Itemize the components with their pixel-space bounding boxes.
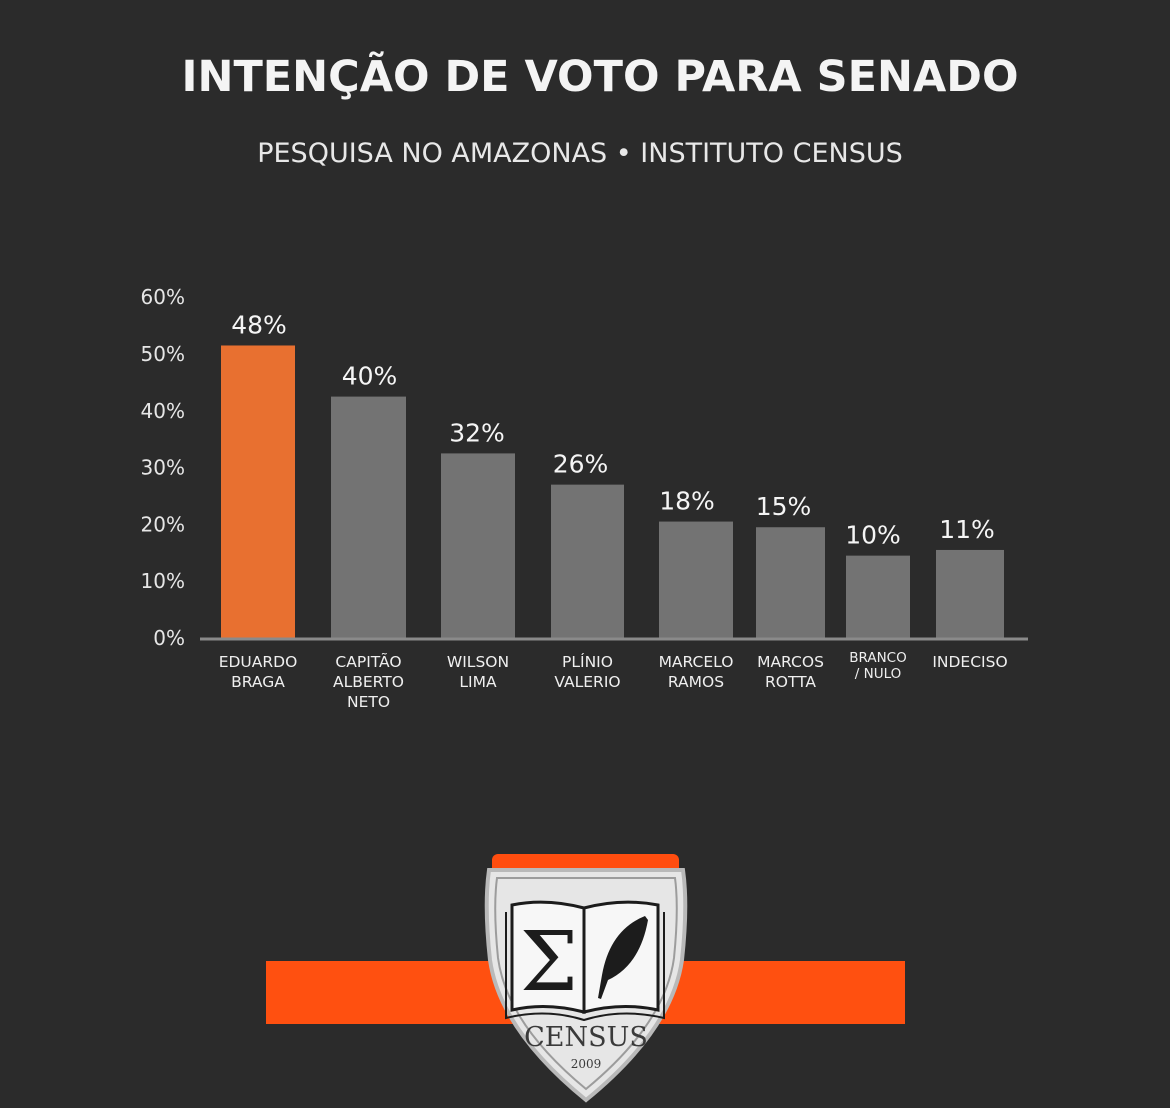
x-axis: EDUARDO BRAGA CAPITÃO ALBERTO NETO WILSON LIMA… [219,650,1008,711]
x-tick-label: EDUARDO BRAGA [219,653,298,691]
y-tick-label: 20% [141,512,185,536]
bar [659,521,733,638]
logo-name: CENSUS [524,1022,648,1053]
data-label: 10% [845,521,901,550]
data-label: 48% [231,310,287,339]
bar [221,345,295,638]
x-tick-label: CAPITÃO ALBERTO NETO [333,652,404,711]
y-tick-label: 0% [153,626,185,650]
x-tick-label: BRANCO / NULO [849,650,906,682]
quill-icon [598,916,648,999]
chart-subtitle: PESQUISA NO AMAZONAS • INSTITUTO CENSUS [257,138,903,169]
data-label: 11% [939,515,995,544]
data-label: 15% [756,492,812,521]
chart-title: INTENÇÃO DE VOTO PARA SENADO [181,52,1019,102]
y-tick-label: 60% [141,285,185,309]
data-label: 40% [342,362,398,391]
bar-series: 48% 40% 32% 26% 18% 15% 10% 11% [221,310,1004,638]
x-tick-label: PLÍNIO VALERIO [554,652,620,691]
x-tick-label: MARCELO RAMOS [659,653,734,691]
sigma-icon: Σ [520,915,578,1010]
y-axis: 0% 10% 20% 30% 40% 50% 60% [141,285,185,650]
bar [441,453,515,638]
bar [331,396,406,638]
data-label: 32% [449,418,505,447]
bar [756,527,825,638]
y-tick-label: 10% [141,569,185,593]
logo-year: 2009 [571,1057,602,1071]
bar [846,555,910,638]
data-label: 26% [553,450,609,479]
x-tick-label: INDECISO [932,653,1007,671]
shield-inner-border [494,877,678,1091]
bar [551,484,624,638]
bar [936,549,1004,638]
x-tick-label: MARCOS ROTTA [757,653,824,691]
y-tick-label: 30% [141,456,185,480]
bar-chart: 0% 10% 20% 30% 40% 50% 60% 48% 40% 32% 26% 18% 15% 1… [141,285,1028,711]
data-label: 18% [659,487,715,516]
y-tick-label: 40% [141,399,185,423]
y-tick-label: 50% [141,342,185,366]
x-tick-label: WILSON LIMA [447,653,509,691]
